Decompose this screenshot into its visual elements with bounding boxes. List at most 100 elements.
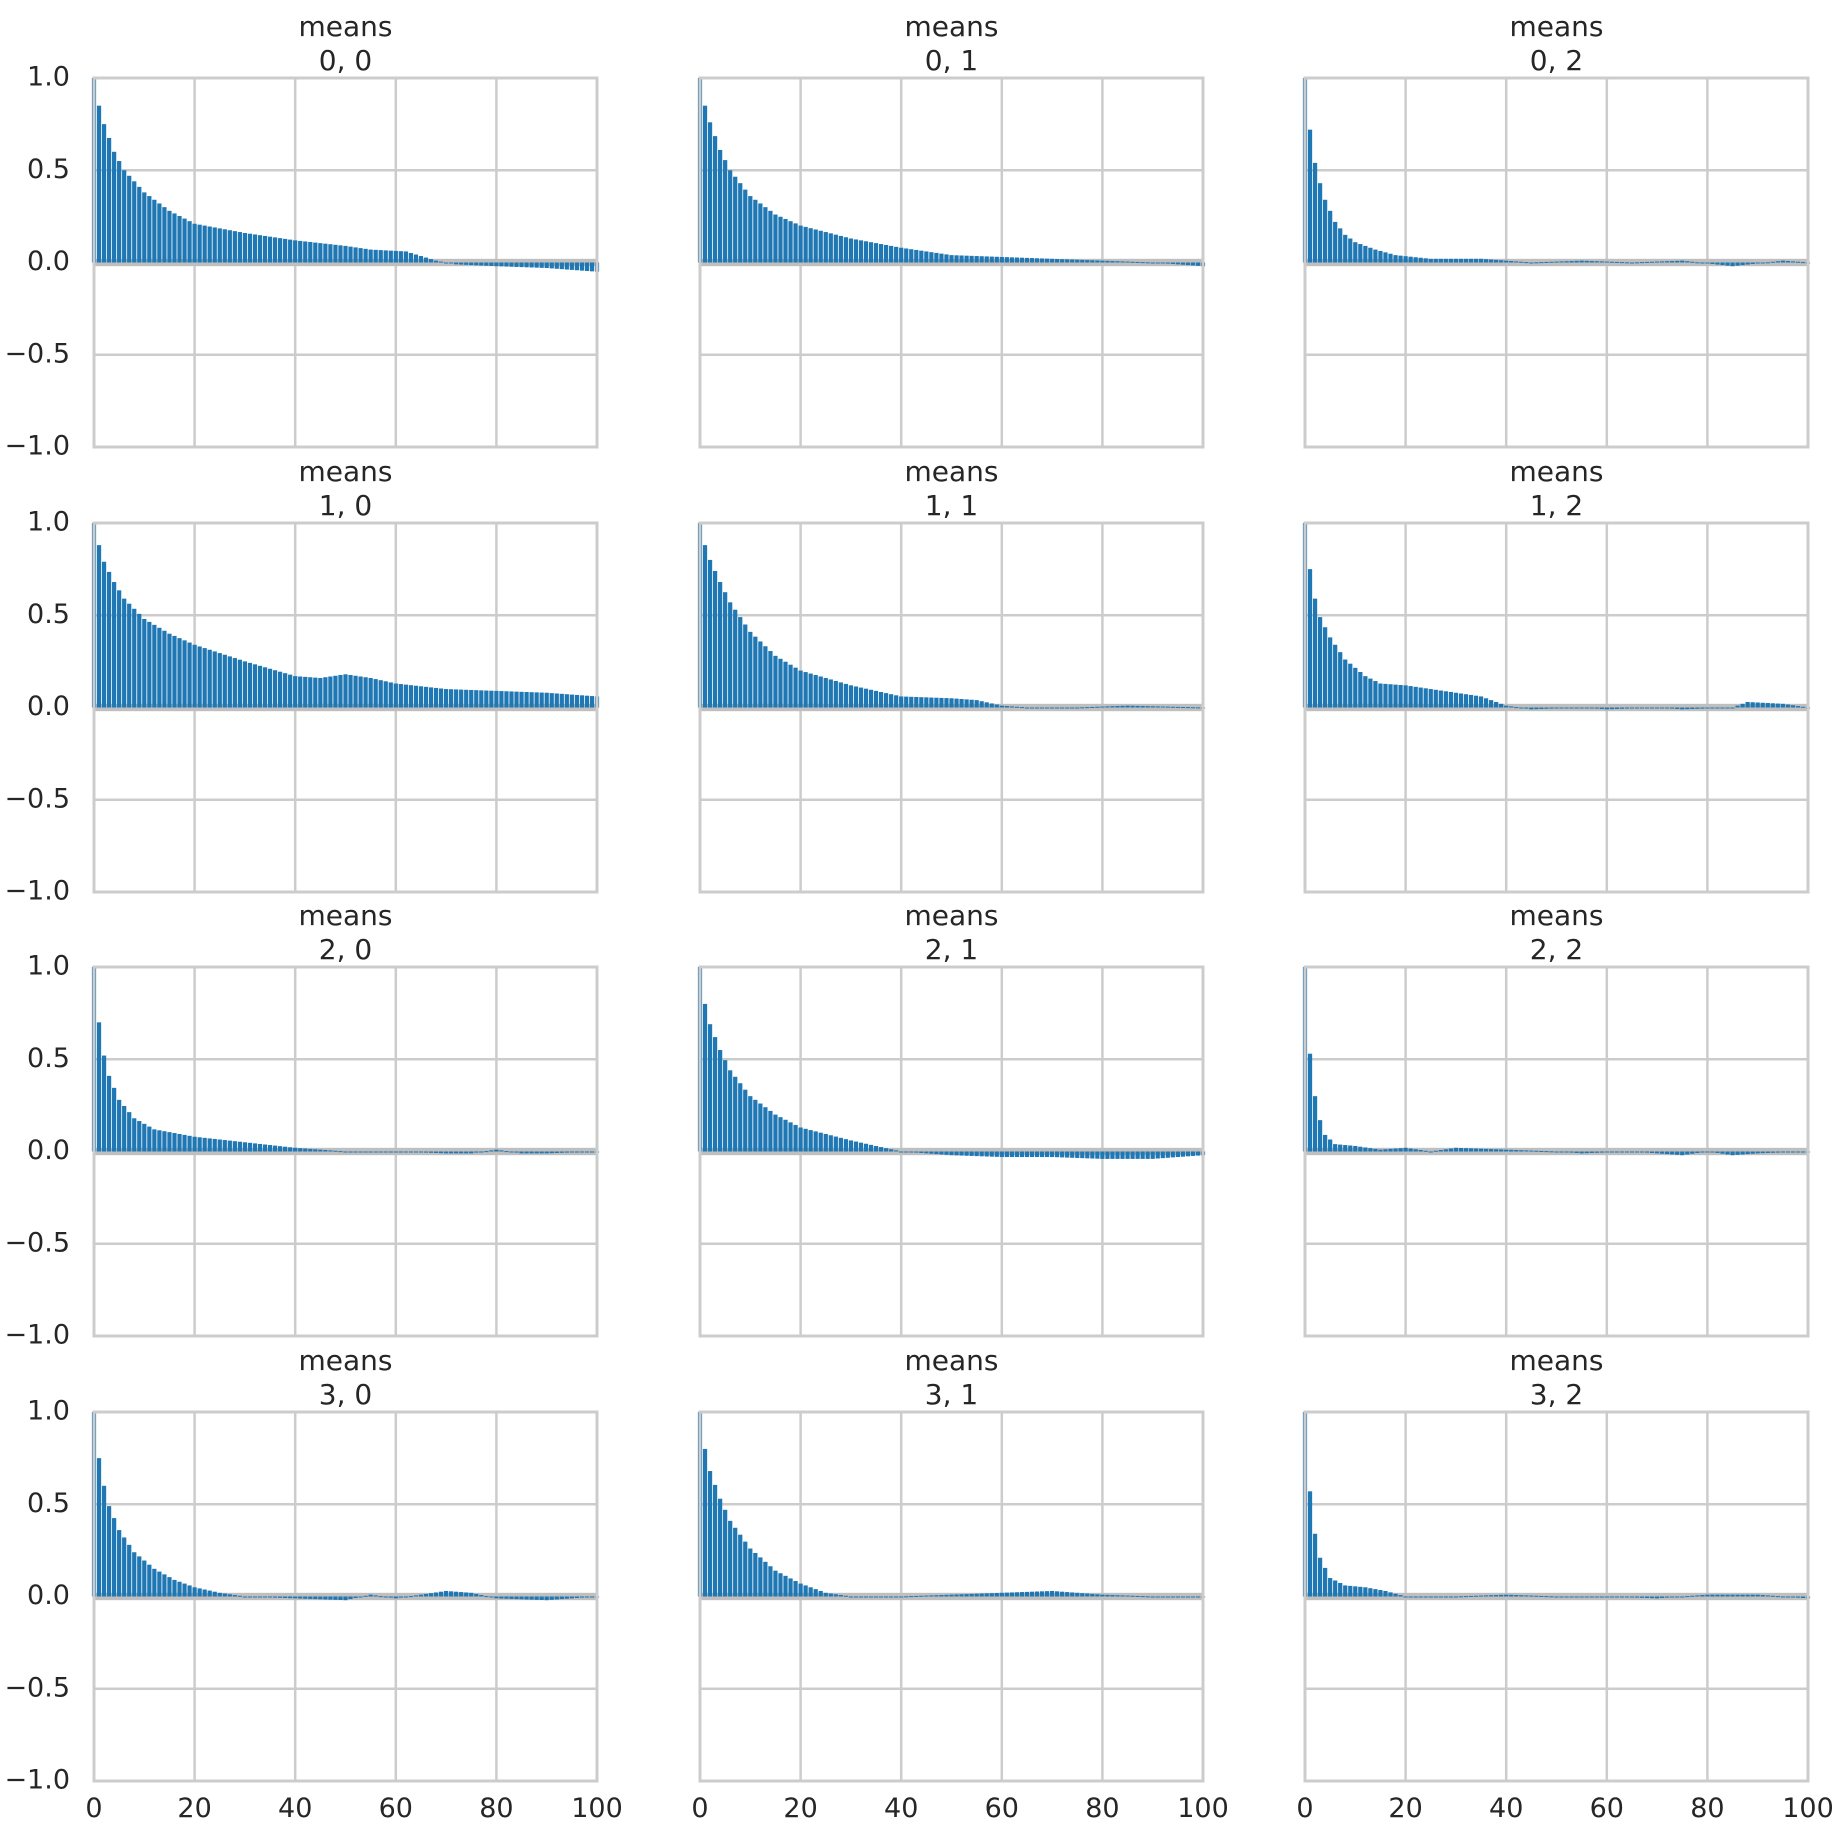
acf-bar: [848, 1596, 854, 1598]
acf-bar: [944, 1594, 949, 1597]
acf-bar: [1639, 707, 1645, 709]
acf-bar: [1589, 1596, 1594, 1598]
acf-bar: [277, 671, 283, 708]
acf-bar: [1004, 706, 1009, 708]
acf-bar: [1499, 703, 1504, 708]
acf-bar: [1448, 1596, 1453, 1598]
acf-bar: [924, 251, 929, 263]
acf-bar: [283, 673, 288, 708]
acf-bar: [398, 251, 403, 263]
subplot-subtitle: 3, 1: [925, 1378, 978, 1411]
acf-bar: [418, 1594, 424, 1597]
acf-bar: [1800, 1151, 1806, 1153]
acf-bar: [853, 239, 859, 263]
acf-bar: [459, 689, 464, 708]
acf-bar: [712, 136, 718, 263]
acf-bar: [1800, 1596, 1806, 1598]
acf-bar: [514, 1596, 519, 1600]
acf-bar: [1795, 706, 1801, 708]
acf-bar: [554, 262, 559, 269]
acf-bar: [728, 602, 733, 708]
acf-bar: [117, 1099, 122, 1152]
acf-bar: [459, 1151, 464, 1154]
acf-bar: [1368, 247, 1373, 263]
acf-bar: [1559, 1151, 1564, 1153]
x-tick-label: 0: [85, 1793, 102, 1824]
acf-bar: [783, 661, 788, 708]
acf-bar: [1195, 1596, 1201, 1598]
y-tick-label: 1.0: [27, 1396, 70, 1427]
acf-bar: [1680, 1151, 1685, 1156]
acf-bar: [1155, 1151, 1160, 1159]
acf-bar: [1730, 1594, 1735, 1597]
acf-bar: [939, 1595, 944, 1597]
acf-bar: [1765, 262, 1770, 264]
acf-bar: [828, 679, 833, 708]
acf-bar: [1105, 1151, 1110, 1159]
acf-bar: [222, 1593, 227, 1597]
acf-bar: [227, 656, 232, 708]
acf-bar: [1554, 707, 1559, 709]
acf-bar: [733, 609, 738, 708]
axes-frame: [1303, 76, 1810, 449]
acf-bar: [1725, 1151, 1730, 1155]
acf-bar: [1070, 707, 1075, 709]
acf-bar: [1363, 1587, 1368, 1597]
acf-bar: [1110, 261, 1115, 263]
acf-bar: [1665, 707, 1670, 709]
acf-bar: [1685, 707, 1690, 710]
acf-bar: [534, 1151, 539, 1154]
acf-bar: [383, 681, 388, 708]
acf-bar: [1458, 258, 1464, 263]
acf-bar: [328, 676, 333, 708]
acf-bar: [101, 124, 107, 263]
acf-bar: [373, 1595, 378, 1597]
acf-bar: [1614, 707, 1619, 709]
acf-bar: [257, 235, 263, 263]
acf-bar: [1604, 261, 1609, 263]
acf-bar: [1323, 199, 1328, 263]
acf-bar: [1725, 1594, 1730, 1597]
acf-bar: [914, 696, 919, 708]
acf-bar: [388, 250, 393, 263]
acf-bar: [569, 1596, 574, 1599]
acf-bar: [1358, 671, 1363, 708]
acf-bar: [1175, 262, 1180, 265]
axes-frame: [1303, 1410, 1810, 1783]
acf-bar: [1307, 569, 1313, 708]
acf-bar: [363, 1595, 368, 1597]
acf-bar: [823, 677, 828, 708]
acf-bar: [768, 651, 773, 708]
acf-bar: [569, 1151, 574, 1153]
acf-bar: [328, 1596, 333, 1600]
acf-bar: [1644, 261, 1650, 263]
subplot-title: means: [299, 455, 393, 488]
acf-bar: [202, 1137, 207, 1152]
acf-bar: [433, 687, 439, 708]
acf-bar: [1660, 261, 1665, 263]
x-tick-label: 40: [278, 1793, 312, 1824]
acf-bar: [464, 689, 469, 708]
acf-bar: [979, 256, 984, 263]
acf-bar: [152, 1568, 157, 1597]
acf-bar: [1044, 1151, 1050, 1158]
acf-bar: [848, 1140, 854, 1152]
acf-bar: [1675, 1151, 1680, 1155]
acf-bar: [267, 668, 273, 708]
acf-bar: [1705, 1594, 1710, 1597]
acf-bar: [283, 1146, 288, 1152]
acf-bar: [1775, 703, 1780, 708]
acf-bar: [1494, 701, 1499, 708]
acf-bar: [358, 1596, 363, 1598]
acf-bar: [469, 689, 474, 708]
acf-bar: [574, 262, 579, 271]
acf-bar: [1338, 1582, 1343, 1597]
acf-bar: [1569, 707, 1574, 709]
acf-bar: [1594, 1151, 1599, 1153]
acf-bar: [1070, 1151, 1075, 1158]
acf-bar: [949, 255, 954, 263]
acf-bar: [117, 161, 122, 263]
acf-bar: [298, 240, 303, 263]
acf-bar: [1418, 1596, 1423, 1598]
